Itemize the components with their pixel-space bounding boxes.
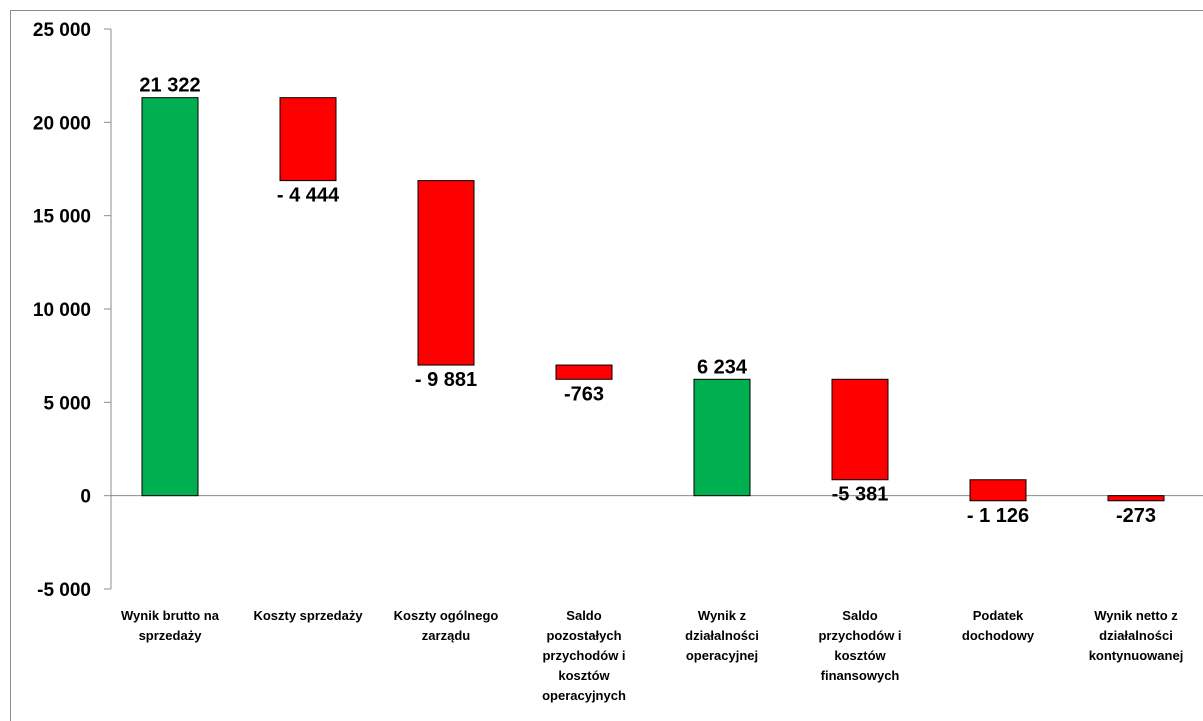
data-label: 6 234 — [697, 356, 748, 378]
y-tick-label: 10 000 — [33, 300, 91, 321]
category-label: Podatek dochodowy — [962, 608, 1035, 643]
category-label-line: kosztów — [834, 648, 886, 663]
category-label-line: Podatek — [973, 608, 1024, 623]
category-label: Koszty ogólnego zarządu — [394, 608, 499, 643]
category-label: Saldo pozostałych przychodów i kosztów opera… — [542, 608, 626, 703]
waterfall-bar — [831, 378, 889, 481]
category-label: Wynik brutto na sprzedaży — [121, 608, 220, 643]
y-tick-label: 0 — [80, 487, 91, 508]
data-label: - 9 881 — [415, 369, 477, 391]
y-tick-label: 15 000 — [33, 207, 91, 228]
waterfall-bar — [417, 180, 475, 366]
data-label: - 1 126 — [967, 505, 1029, 527]
waterfall-bar — [555, 364, 613, 380]
category-label-line: przychodów i — [542, 648, 625, 663]
category-label-line: dochodowy — [962, 628, 1035, 643]
category-label-line: Wynik z — [698, 608, 747, 623]
category-label-line: przychodów i — [818, 628, 901, 643]
y-tick-label: 5 000 — [43, 393, 91, 414]
category-label-line: działalności — [1099, 628, 1173, 643]
category-label-line: operacyjnej — [686, 648, 758, 663]
category-label-line: zarządu — [422, 628, 470, 643]
waterfall-bar — [1107, 495, 1165, 502]
data-label: -5 381 — [832, 484, 889, 506]
category-label-line: działalności — [685, 628, 759, 643]
category-label: Koszty sprzedaży — [253, 608, 363, 623]
y-tick-label: 25 000 — [33, 20, 91, 41]
waterfall-bar — [141, 97, 199, 497]
category-label-line: finansowych — [821, 668, 900, 683]
category-label-line: Saldo — [566, 608, 601, 623]
waterfall-bar — [969, 479, 1027, 502]
category-label-line: Koszty ogólnego — [394, 608, 499, 623]
category-label-line: kosztów — [558, 668, 610, 683]
category-label-line: Wynik netto z — [1094, 608, 1178, 623]
y-tick-label: -5 000 — [37, 580, 91, 601]
data-label: - 4 444 — [277, 185, 340, 207]
data-label: -763 — [564, 383, 604, 405]
category-label: Wynik z działalności operacyjnej — [685, 608, 759, 663]
category-label: Wynik netto z działalności kontynuowanej — [1089, 608, 1184, 663]
category-label-line: sprzedaży — [139, 628, 203, 643]
category-label-line: Saldo — [842, 608, 877, 623]
category-label-line: kontynuowanej — [1089, 648, 1184, 663]
y-tick-label: 20 000 — [33, 113, 91, 134]
category-label-line: Koszty sprzedaży — [253, 608, 363, 623]
category-label-line: Wynik brutto na — [121, 608, 220, 623]
waterfall-bar — [279, 97, 337, 182]
waterfall-bar — [693, 378, 751, 497]
data-label: -273 — [1116, 505, 1156, 527]
waterfall-chart: 25 000 20 000 15 000 10 000 5 000 0 -5 000 21 3… — [33, 20, 1203, 703]
category-label-line: pozostałych — [546, 628, 621, 643]
category-label-line: operacyjnych — [542, 688, 626, 703]
category-label: Saldo przychodów i kosztów finansowych — [818, 608, 901, 683]
chart-area: 25 000 20 000 15 000 10 000 5 000 0 -5 000 21 3… — [10, 10, 1203, 721]
data-label: 21 322 — [139, 75, 200, 97]
